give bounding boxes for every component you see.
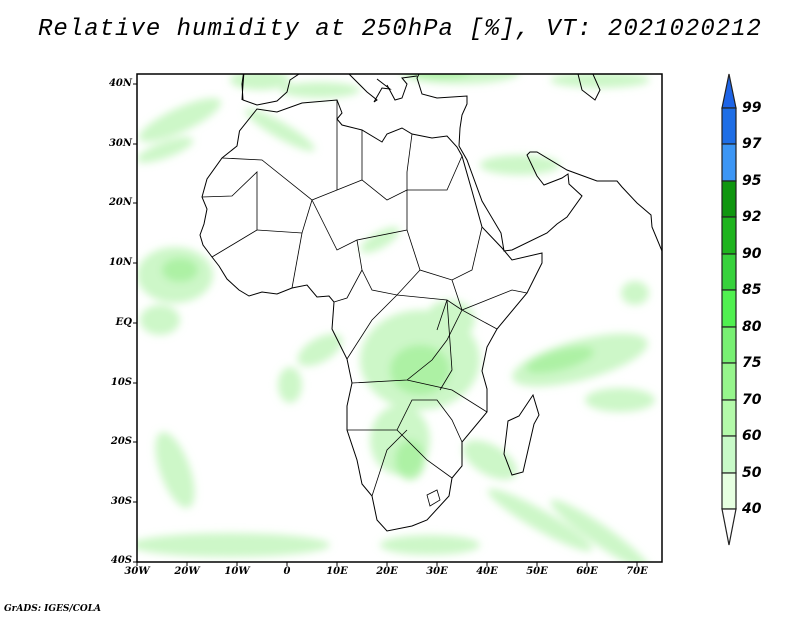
plot-title: Relative humidity at 250hPa [%], VT: 202… <box>38 16 762 43</box>
colorbar-label: 99 <box>742 100 762 116</box>
colorbar-label: 92 <box>742 209 762 225</box>
country-borders <box>201 100 528 507</box>
map-frame <box>136 73 663 563</box>
caspian-gulf <box>577 74 601 101</box>
colorbar-label: 95 <box>742 173 762 189</box>
credit-label: GrADS: IGES/COLA <box>4 604 102 614</box>
greece-coast <box>386 75 418 101</box>
x-tick-label: 30W <box>124 566 150 577</box>
colorbar-bin-90-92 <box>721 216 737 255</box>
y-tick-label: 40S <box>110 555 132 566</box>
colorbar-bin-50-60 <box>721 435 737 474</box>
italy-coast <box>348 74 392 103</box>
y-tick-label: 10N <box>108 257 132 268</box>
colorbar-bin-80-85 <box>721 289 737 328</box>
colorbar-bin-85-90 <box>721 253 737 291</box>
colorbar-bin-97-99 <box>721 107 737 145</box>
x-tick-label: 10E <box>326 566 348 577</box>
colorbar-bin-75-80 <box>721 326 737 364</box>
africa-coast <box>199 99 543 532</box>
x-tick-label: 10W <box>224 566 250 577</box>
colorbar-label: 70 <box>742 392 762 408</box>
colorbar-bin-92-95 <box>721 180 737 218</box>
madagascar-coast <box>503 393 540 476</box>
axis-ticks <box>133 83 638 566</box>
colorbar-label: 75 <box>742 355 762 371</box>
y-tick-label: 20N <box>108 197 132 208</box>
x-tick-label: 70E <box>626 566 648 577</box>
x-tick-label: 0 <box>283 566 291 577</box>
colorbar-bin-95-97 <box>721 143 737 182</box>
y-tick-label: 20S <box>110 436 132 447</box>
iberia-coast <box>241 74 300 106</box>
colorbar-bin-60-70 <box>721 399 737 437</box>
x-tick-label: 30E <box>426 566 448 577</box>
colorbar-label: 60 <box>742 428 762 444</box>
colorbar-label: 50 <box>742 465 762 481</box>
colorbar-bottom-arrow <box>721 508 737 546</box>
colorbar-label: 85 <box>742 282 762 298</box>
colorbar-label: 40 <box>742 501 762 517</box>
x-tick-label: 50E <box>526 566 548 577</box>
humidity-field <box>137 74 655 562</box>
x-tick-label: 20W <box>174 566 200 577</box>
colorbar <box>721 73 737 546</box>
x-tick-label: 40E <box>476 566 498 577</box>
y-tick-label: EQ <box>115 317 132 328</box>
colorbar-label: 90 <box>742 246 762 262</box>
colorbar-bin-40-50 <box>721 472 737 510</box>
colorbar-top-arrow <box>721 73 737 109</box>
x-tick-label: 60E <box>576 566 598 577</box>
coastlines <box>199 74 662 532</box>
y-tick-label: 40N <box>108 78 132 89</box>
arabia-coast <box>458 145 662 252</box>
y-tick-label: 30N <box>108 138 132 149</box>
x-tick-label: 20E <box>376 566 398 577</box>
colorbar-label: 97 <box>742 136 762 152</box>
colorbar-bin-70-75 <box>721 362 737 401</box>
y-tick-label: 30S <box>110 496 132 507</box>
colorbar-label: 80 <box>742 319 762 335</box>
y-tick-label: 10S <box>110 377 132 388</box>
levant-turkey-coast <box>416 74 468 147</box>
